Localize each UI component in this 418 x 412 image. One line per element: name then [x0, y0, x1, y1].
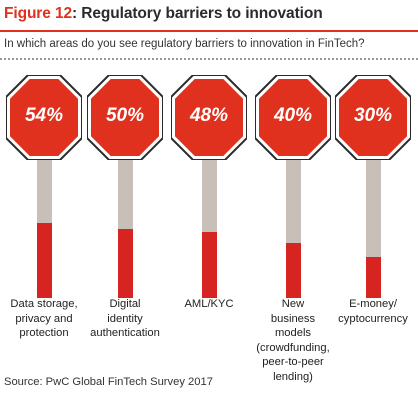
octagon-face [10, 79, 78, 156]
octagon-face [91, 79, 159, 156]
octagon-icon [87, 75, 163, 160]
stop-sign: 30% [335, 75, 411, 160]
stop-sign: 48% [171, 75, 247, 160]
value-bar [117, 229, 133, 298]
category-label: E-money/ cyptocurrency [338, 298, 408, 325]
value-bar [285, 243, 301, 298]
octagon-face [339, 79, 407, 156]
sign-pole [36, 160, 52, 298]
value-label: 30% [353, 105, 393, 126]
title-text: : Regulatory barriers to innovation [72, 5, 323, 22]
value-label: 48% [189, 105, 229, 126]
stop-sign: 40% [255, 75, 331, 160]
category-label: AML/KYC [184, 298, 234, 310]
sign-pole [117, 160, 133, 298]
category-label: Digital identity authentication [90, 298, 160, 339]
category-label: Data storage, privacy and protection [10, 298, 78, 339]
dotted-divider [0, 58, 418, 60]
source-note: Source: PwC Global FinTech Survey 2017 [4, 376, 213, 388]
chart-title: Figure 12: Regulatory barriers to innova… [4, 5, 323, 23]
stop-sign: 50% [87, 75, 163, 160]
sign-pole [285, 160, 301, 298]
octagon-icon [255, 75, 331, 160]
value-label: 50% [105, 105, 145, 126]
value-bar [36, 223, 52, 298]
sign-pole [201, 160, 217, 298]
octagon-face [175, 79, 243, 156]
value-bar [365, 257, 381, 298]
value-bar [201, 232, 217, 298]
octagon-face [259, 79, 327, 156]
figure-label: Figure 12 [4, 5, 73, 22]
sign-pole [365, 160, 381, 298]
value-label: 40% [273, 105, 313, 126]
stop-sign: 54% [6, 75, 82, 160]
octagon-icon [6, 75, 82, 160]
octagon-icon [335, 75, 411, 160]
octagon-icon [171, 75, 247, 160]
category-label: New business models (crowdfunding, peer-… [256, 298, 330, 383]
title-rule [0, 30, 418, 32]
chart-subtitle: In which areas do you see regulatory bar… [4, 38, 365, 50]
value-label: 54% [24, 105, 64, 126]
